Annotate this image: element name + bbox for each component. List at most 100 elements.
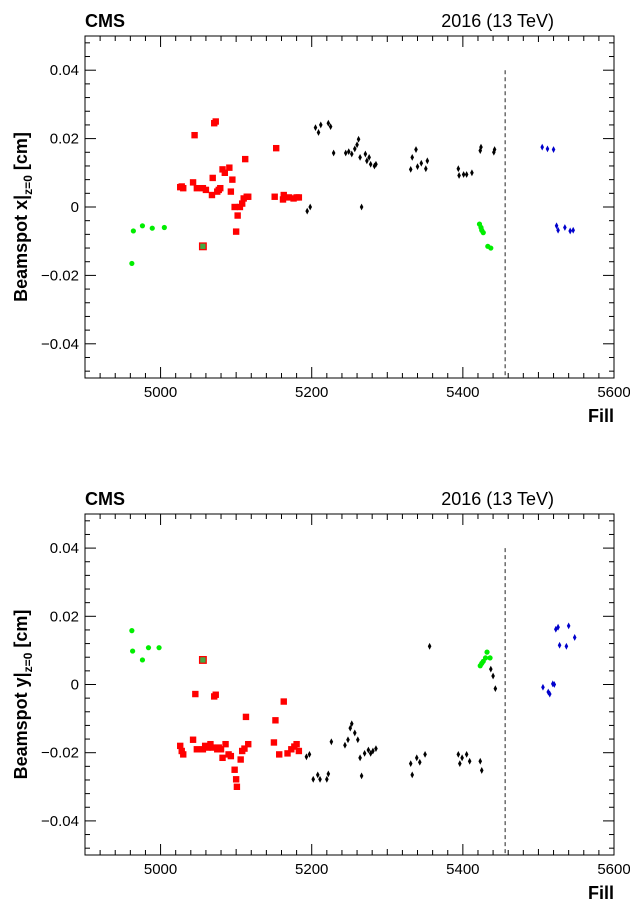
data-point bbox=[417, 758, 422, 766]
data-point bbox=[192, 690, 199, 698]
x-tick-label: 5600 bbox=[597, 384, 630, 401]
data-point bbox=[229, 176, 236, 183]
data-point bbox=[245, 193, 252, 200]
data-point bbox=[547, 690, 552, 698]
data-point bbox=[219, 166, 226, 173]
data-point bbox=[358, 754, 362, 762]
data-point bbox=[207, 740, 214, 748]
y-tick-label: −0.02 bbox=[41, 267, 79, 284]
data-point bbox=[556, 623, 560, 631]
y-tick-label: 0 bbox=[71, 677, 79, 694]
data-point bbox=[217, 184, 224, 192]
data-point bbox=[307, 751, 312, 758]
data-point bbox=[130, 228, 136, 234]
data-point bbox=[178, 747, 185, 755]
data-point bbox=[358, 154, 362, 161]
data-point bbox=[325, 775, 329, 783]
data-point bbox=[318, 775, 322, 783]
data-point bbox=[280, 698, 287, 705]
data-point bbox=[492, 146, 497, 153]
data-point bbox=[226, 164, 233, 171]
data-point bbox=[280, 191, 287, 199]
x-tick-label: 5600 bbox=[597, 861, 630, 878]
data-point bbox=[161, 224, 167, 231]
data-point bbox=[359, 203, 364, 211]
data-point bbox=[479, 767, 484, 774]
y-tick-label: 0.02 bbox=[50, 608, 79, 625]
experiment-label: CMS bbox=[85, 489, 125, 509]
data-point bbox=[304, 753, 309, 761]
data-point bbox=[541, 683, 545, 691]
x-tick-label: 5000 bbox=[144, 861, 177, 878]
data-point bbox=[233, 783, 241, 790]
y-tick-label: −0.02 bbox=[41, 745, 79, 762]
plot-frame bbox=[84, 35, 615, 379]
data-point bbox=[419, 159, 424, 167]
data-point bbox=[566, 622, 571, 630]
data-point bbox=[326, 119, 331, 127]
data-point bbox=[349, 150, 354, 158]
data-point bbox=[482, 655, 489, 661]
data-point bbox=[572, 634, 577, 641]
y-tick-label: −0.04 bbox=[41, 336, 79, 353]
data-point bbox=[311, 775, 316, 783]
data-point bbox=[359, 772, 364, 780]
data-point bbox=[208, 191, 216, 199]
data-point bbox=[130, 648, 136, 654]
data-point bbox=[363, 150, 368, 158]
data-point bbox=[346, 148, 351, 155]
data-point bbox=[365, 157, 369, 165]
data-point bbox=[241, 745, 248, 752]
data-point bbox=[276, 751, 283, 758]
y-tick-label: 0.04 bbox=[50, 62, 79, 79]
data-point bbox=[326, 770, 331, 778]
data-point bbox=[295, 747, 303, 755]
data-point bbox=[193, 746, 201, 753]
data-point bbox=[551, 146, 556, 153]
data-point bbox=[489, 665, 493, 673]
data-point bbox=[491, 672, 495, 680]
data-point bbox=[242, 155, 249, 163]
beamspot-y-panel: 5000 5200 5400 5600 −0.04 −0.02 0 0.02 0.04 CMS 20… bbox=[11, 489, 630, 903]
data-point bbox=[189, 736, 197, 743]
y-tick-label: −0.04 bbox=[41, 813, 79, 830]
data-point bbox=[329, 738, 334, 746]
data-point bbox=[349, 720, 354, 728]
data-point bbox=[272, 717, 279, 724]
data-point bbox=[461, 171, 466, 178]
data-point bbox=[129, 628, 135, 634]
data-point bbox=[356, 135, 361, 143]
data-point bbox=[221, 169, 229, 176]
data-point bbox=[231, 766, 238, 773]
data-point bbox=[554, 222, 559, 230]
data-point bbox=[410, 771, 415, 779]
data-point bbox=[156, 645, 162, 651]
data-point bbox=[427, 642, 432, 650]
data-point bbox=[348, 724, 353, 732]
data-point bbox=[346, 736, 350, 744]
data-point bbox=[272, 144, 280, 152]
data-point bbox=[367, 154, 371, 161]
data-point bbox=[457, 172, 461, 179]
data-point bbox=[414, 754, 419, 762]
data-point bbox=[479, 143, 483, 151]
data-point bbox=[231, 203, 238, 211]
data-point bbox=[284, 750, 291, 757]
beamspot-x-panel: 5000 5200 5400 5600 −0.04 −0.02 0 0.02 0.04 CMS 20… bbox=[11, 11, 630, 426]
x-tick-label: 5000 bbox=[144, 384, 177, 401]
data-point bbox=[545, 145, 550, 153]
data-point bbox=[308, 203, 313, 211]
data-point bbox=[343, 741, 347, 749]
data-point bbox=[177, 742, 184, 750]
data-point bbox=[563, 224, 567, 231]
data-point bbox=[356, 736, 360, 744]
data-point bbox=[564, 642, 569, 650]
data-point bbox=[238, 200, 246, 207]
y-tick-label: 0.02 bbox=[50, 131, 79, 148]
data-point bbox=[315, 771, 320, 779]
data-point bbox=[425, 157, 430, 165]
data-point bbox=[313, 124, 318, 132]
data-point bbox=[478, 757, 483, 765]
data-point bbox=[219, 754, 226, 762]
data-point bbox=[318, 121, 323, 129]
